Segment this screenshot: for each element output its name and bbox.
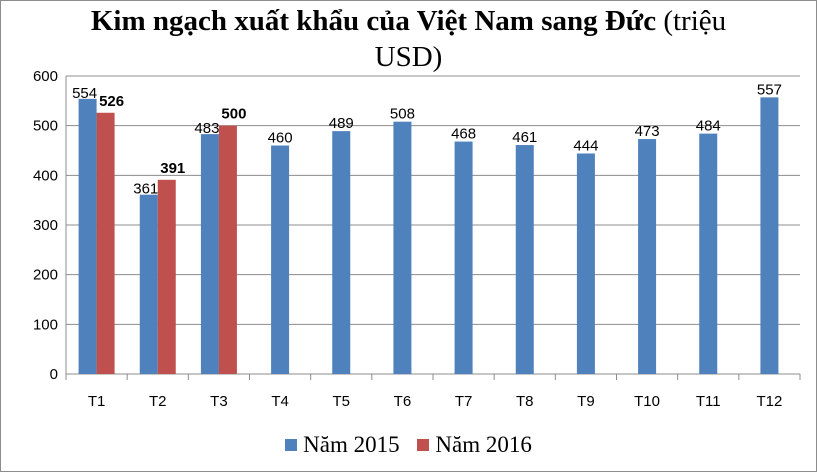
bar-2015-T4	[271, 145, 290, 374]
bar-2015-T1	[78, 98, 97, 374]
data-label-2015-T5: 489	[329, 115, 354, 132]
bar-2015-T8	[515, 145, 534, 374]
bar-2016-T2	[157, 179, 176, 374]
data-label-2015-T8: 461	[512, 129, 537, 146]
x-tick-label-T9: T9	[577, 393, 595, 410]
x-tick-label-T6: T6	[394, 393, 412, 410]
x-tick-label-T10: T10	[634, 393, 660, 410]
x-tick-label-T4: T4	[271, 393, 289, 410]
x-tick-label-T7: T7	[455, 393, 473, 410]
x-tick-label-T3: T3	[210, 393, 228, 410]
y-tick-label-400: 400	[33, 167, 58, 184]
chart-title-rest: (triệu	[656, 5, 727, 37]
legend-swatch-2015	[285, 439, 298, 451]
y-tick-label-500: 500	[33, 118, 58, 135]
data-label-2016-T1: 526	[99, 93, 124, 110]
bar-2015-T5	[332, 131, 351, 374]
data-label-2015-T9: 444	[573, 137, 598, 154]
bar-2015-T12	[760, 97, 779, 375]
x-tick-label-T1: T1	[88, 393, 106, 410]
legend-label-2016: Năm 2016	[435, 432, 532, 457]
bar-2015-T6	[393, 121, 412, 375]
x-tick-label-T8: T8	[516, 393, 534, 410]
data-label-2015-T12: 557	[757, 81, 782, 98]
data-label-2015-T3: 483	[194, 120, 219, 137]
y-tick-label-600: 600	[33, 68, 58, 85]
chart-title-line2: USD)	[374, 41, 443, 73]
bar-2016-T1	[96, 112, 115, 375]
y-tick-label-200: 200	[33, 267, 58, 284]
y-tick-label-0: 0	[50, 366, 58, 383]
legend-swatch-2016	[417, 439, 430, 451]
chart-title: Kim ngạch xuất khẩu của Việt Nam sang Đứ…	[0, 4, 817, 38]
legend-item-2015: Năm 2015	[285, 432, 400, 458]
y-tick-label-300: 300	[33, 217, 58, 234]
bar-2015-T9	[576, 153, 595, 374]
data-label-2015-T6: 508	[390, 106, 415, 123]
legend-item-2016: Năm 2016	[417, 432, 532, 458]
data-label-2015-T2: 361	[133, 181, 158, 198]
bar-2015-T7	[454, 141, 473, 374]
bar-2015-T11	[699, 133, 718, 374]
data-label-2016-T2: 391	[160, 160, 185, 177]
y-tick-label-100: 100	[33, 316, 58, 333]
x-tick-label-T11: T11	[696, 393, 721, 410]
legend-label-2015: Năm 2015	[303, 432, 400, 457]
data-label-2015-T7: 468	[451, 126, 476, 143]
bar-2015-T2	[139, 194, 158, 374]
data-label-2015-T4: 460	[268, 130, 293, 147]
data-label-2015-T10: 473	[635, 123, 660, 140]
legend: Năm 2015 Năm 2016	[0, 432, 817, 458]
chart-title-bold: Kim ngạch xuất khẩu của Việt Nam sang Đứ…	[90, 5, 657, 37]
x-tick-label-T12: T12	[756, 393, 782, 410]
bar-2016-T3	[218, 125, 237, 375]
data-label-2015-T11: 484	[696, 118, 721, 135]
x-tick-label-T5: T5	[332, 393, 350, 410]
data-label-2015-T1: 554	[72, 85, 97, 102]
bar-2015-T10	[638, 139, 657, 374]
data-label-2016-T3: 500	[221, 106, 246, 123]
x-tick-label-T2: T2	[149, 393, 167, 410]
bar-2015-T3	[200, 134, 219, 374]
